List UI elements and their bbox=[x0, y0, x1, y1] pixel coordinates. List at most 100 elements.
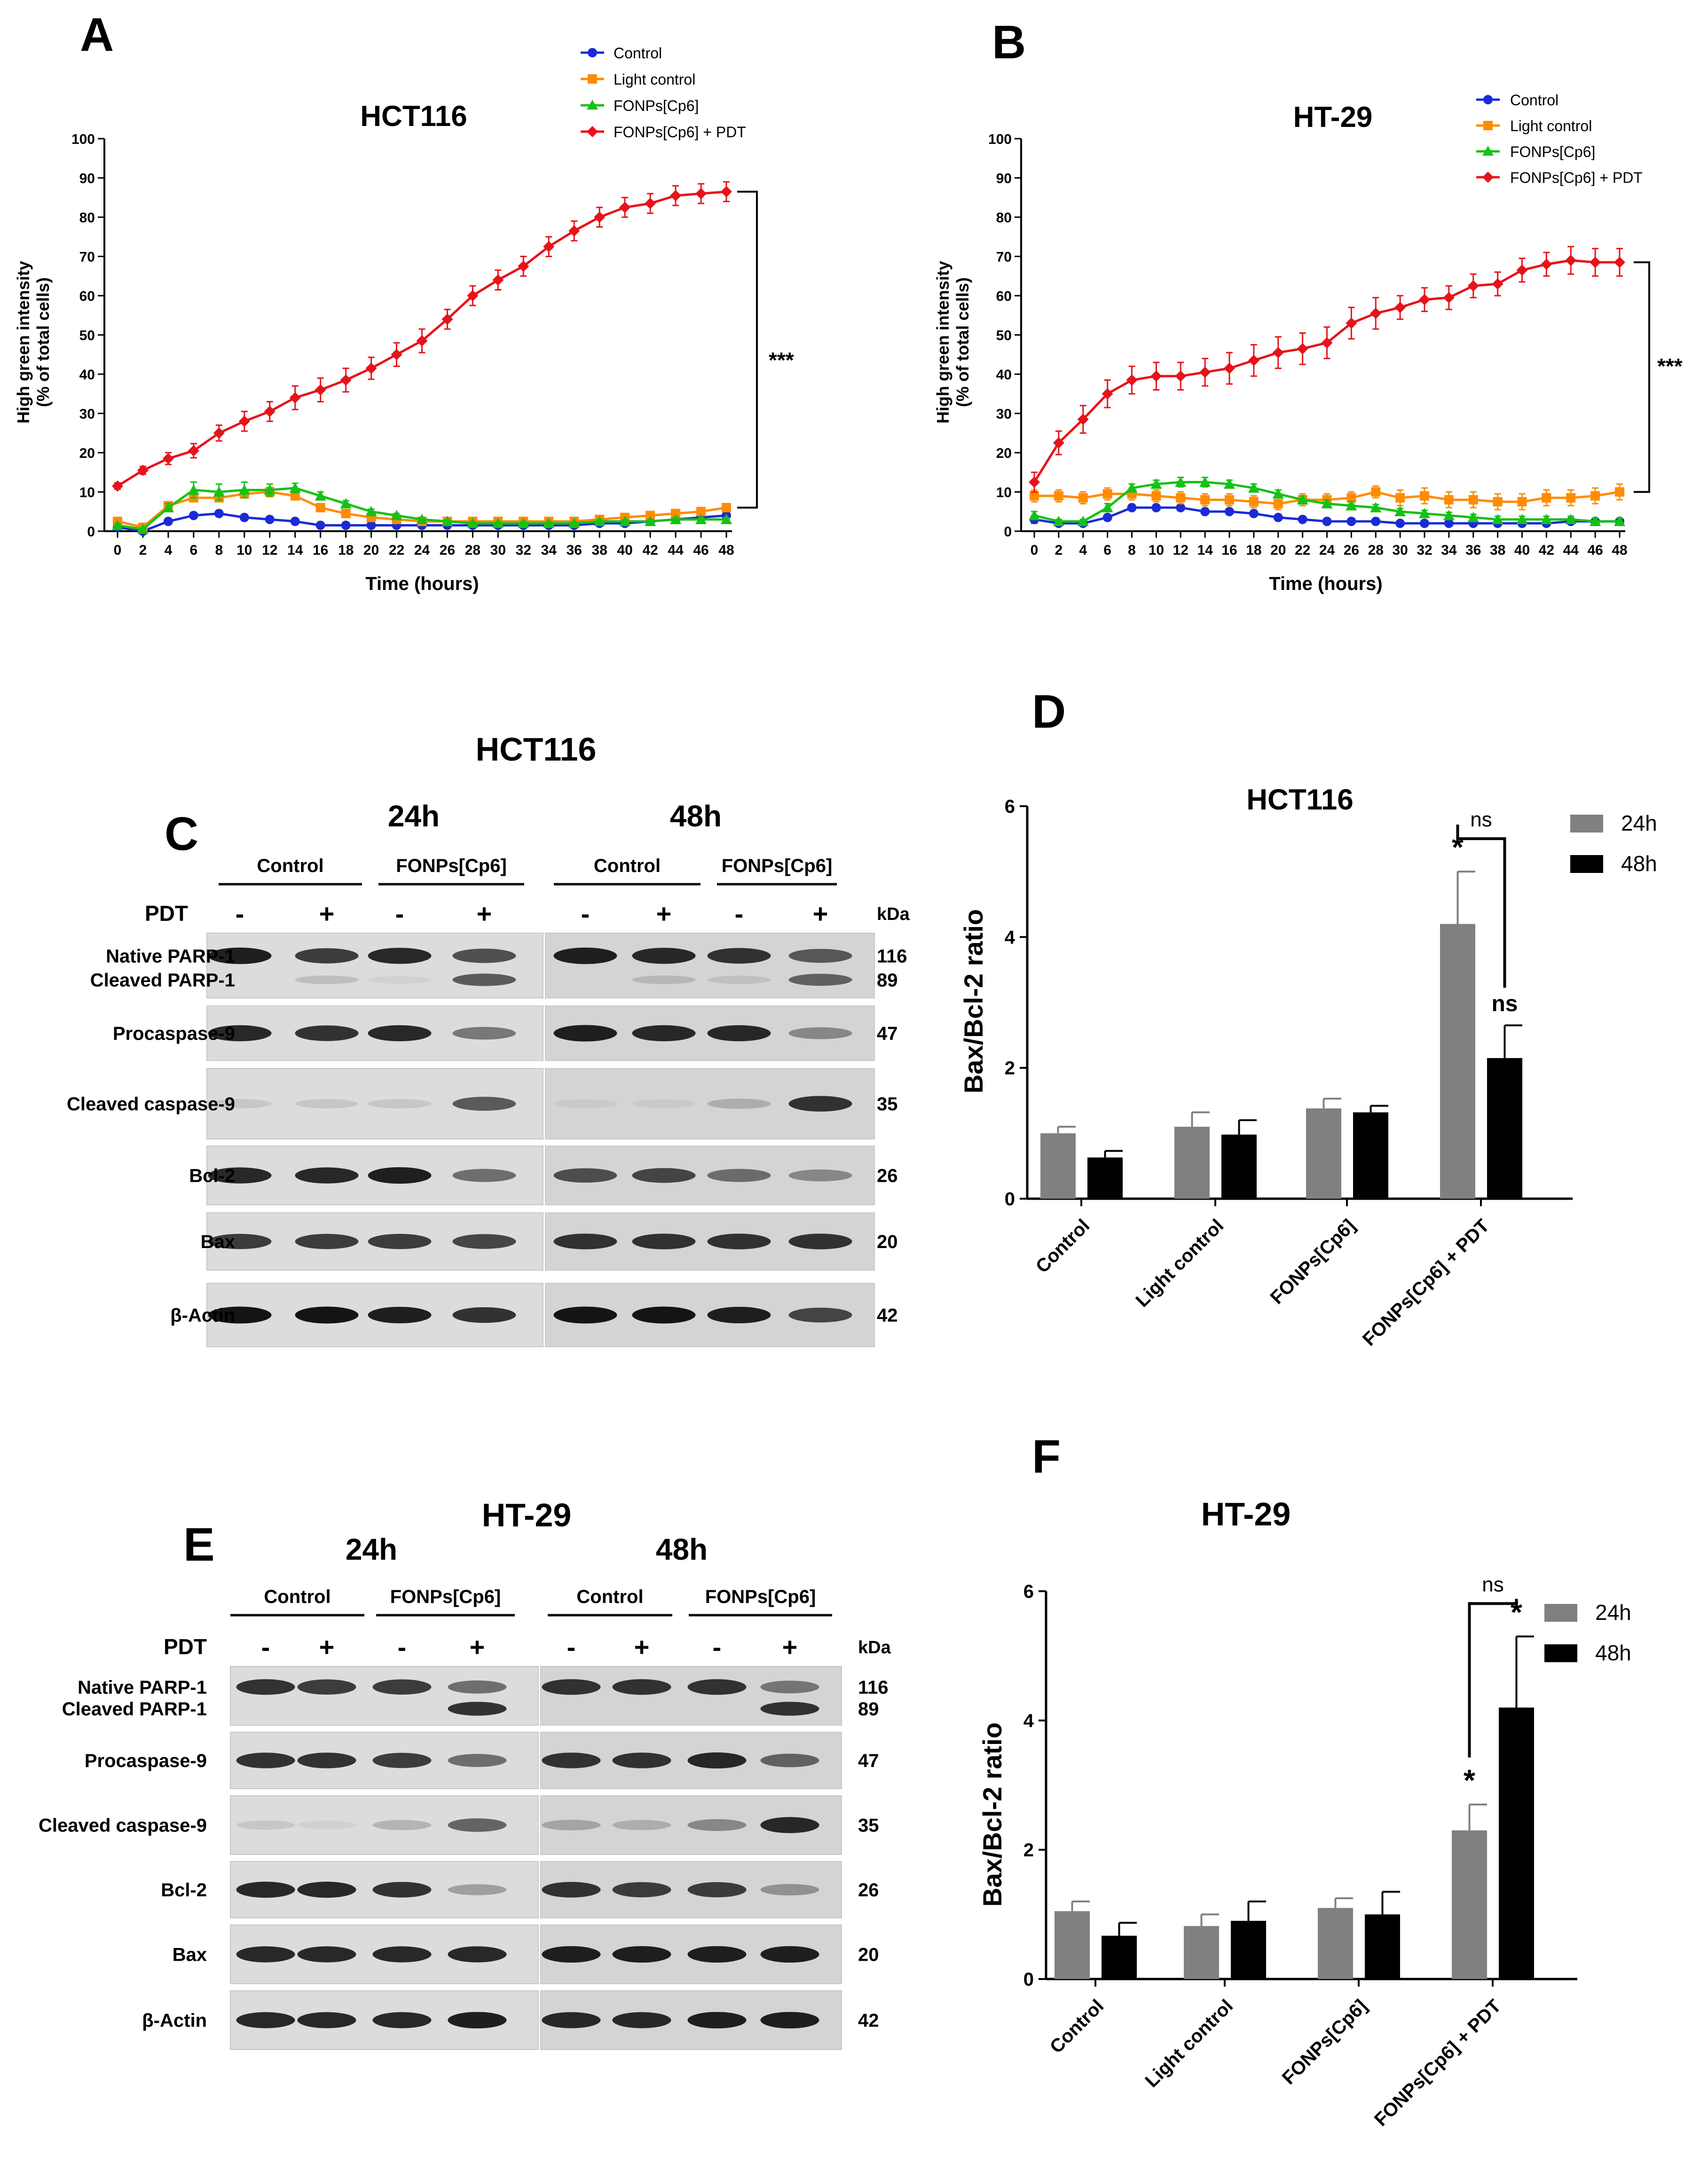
group-label: Control bbox=[594, 856, 661, 876]
band bbox=[236, 1946, 295, 1963]
molecular-weight: 42 bbox=[858, 2011, 879, 2031]
band bbox=[707, 1306, 771, 1324]
data-point bbox=[213, 427, 225, 439]
bar-24h bbox=[1184, 1926, 1219, 1979]
legend-swatch-24h bbox=[1544, 1604, 1577, 1622]
data-point bbox=[1248, 354, 1259, 366]
x-tick-label: 24 bbox=[1319, 542, 1335, 558]
molecular-weight: 20 bbox=[877, 1232, 898, 1252]
data-point bbox=[619, 202, 631, 213]
band bbox=[612, 1752, 671, 1768]
pdt-sign: + bbox=[634, 1632, 650, 1662]
significance-bracket-label: ns bbox=[1482, 1573, 1503, 1596]
data-point bbox=[137, 464, 149, 476]
data-point bbox=[162, 502, 174, 512]
band bbox=[760, 1753, 819, 1767]
significance-bracket bbox=[1456, 825, 1506, 988]
band bbox=[372, 1882, 432, 1898]
data-point bbox=[1346, 517, 1356, 526]
molecular-weight: 42 bbox=[877, 1305, 898, 1326]
legend-fonps-pdt: FONPs[Cp6] + PDT bbox=[614, 124, 746, 141]
data-point bbox=[239, 512, 249, 522]
pdt-label: PDT bbox=[145, 901, 188, 926]
data-point bbox=[1200, 495, 1210, 505]
bar-24h bbox=[1055, 1911, 1090, 1979]
pdt-sign: - bbox=[398, 1632, 407, 1662]
data-point bbox=[518, 518, 529, 528]
data-point bbox=[163, 517, 173, 526]
data-point bbox=[1346, 493, 1356, 503]
x-tick-label: 36 bbox=[1465, 542, 1481, 558]
y-tick-label: 0 bbox=[1005, 1189, 1015, 1210]
x-tick-label: 44 bbox=[668, 542, 684, 558]
y-tick-label: 100 bbox=[71, 132, 95, 147]
legend-24h: 24h bbox=[1595, 1600, 1631, 1625]
band bbox=[448, 2011, 507, 2029]
band bbox=[760, 1681, 819, 1694]
y-tick-label: 30 bbox=[996, 407, 1012, 422]
timepoint-label: 24h bbox=[346, 1532, 397, 1566]
significance-48h: ns bbox=[1491, 991, 1518, 1016]
y-tick-label: 90 bbox=[79, 171, 95, 187]
pdt-sign: + bbox=[319, 1632, 335, 1662]
band bbox=[553, 1099, 617, 1108]
band bbox=[687, 2011, 747, 2029]
panel-letter-c: C bbox=[165, 808, 198, 860]
x-tick-label: Light control bbox=[1141, 1995, 1237, 2091]
bar-24h bbox=[1440, 924, 1475, 1199]
data-point bbox=[265, 514, 275, 524]
data-point bbox=[1054, 491, 1063, 501]
molecular-weight: 47 bbox=[877, 1023, 898, 1044]
band bbox=[236, 1820, 295, 1830]
y-axis-label-2: (% of total cells) bbox=[33, 277, 53, 407]
row-label: Bcl-2 bbox=[161, 1880, 207, 1901]
group-label: FONPs[Cp6] bbox=[390, 1587, 501, 1607]
legend-light-control: Light control bbox=[1510, 118, 1592, 134]
data-point bbox=[695, 188, 707, 199]
y-tick-label: 0 bbox=[87, 524, 95, 540]
band bbox=[788, 1096, 852, 1112]
data-point bbox=[645, 516, 656, 526]
significance-bracket bbox=[1634, 261, 1650, 493]
data-point bbox=[1371, 517, 1381, 526]
error-bar bbox=[1334, 1897, 1353, 1908]
error-bar bbox=[1057, 1125, 1076, 1133]
significance-label: *** bbox=[1657, 354, 1683, 378]
data-point bbox=[1248, 482, 1259, 493]
molecular-weight: 35 bbox=[877, 1094, 898, 1115]
band bbox=[452, 1234, 516, 1249]
data-point bbox=[1102, 489, 1112, 499]
x-tick-label: 24 bbox=[414, 542, 430, 558]
data-point bbox=[1199, 366, 1211, 378]
x-tick-label: 30 bbox=[1392, 542, 1408, 558]
data-point bbox=[1225, 495, 1234, 505]
x-axis-label: Time (hours) bbox=[1269, 573, 1383, 594]
data-point bbox=[1077, 414, 1089, 425]
blot-background bbox=[230, 1666, 539, 1726]
y-tick-label: 80 bbox=[79, 210, 95, 226]
data-point bbox=[112, 480, 123, 492]
data-point bbox=[1297, 494, 1308, 505]
y-tick-label: 0 bbox=[1004, 524, 1012, 540]
band bbox=[612, 1679, 671, 1695]
x-tick-label: 34 bbox=[541, 542, 557, 558]
data-point bbox=[441, 314, 453, 325]
data-point bbox=[238, 484, 250, 495]
data-point bbox=[1395, 518, 1405, 528]
molecular-weight: 35 bbox=[858, 1815, 879, 1836]
data-point bbox=[1468, 495, 1478, 505]
group-label: Control bbox=[257, 856, 323, 876]
legend-fonps: FONPs[Cp6] bbox=[1510, 143, 1595, 160]
x-tick-label: 26 bbox=[1344, 542, 1359, 558]
band-cleaved bbox=[760, 1702, 819, 1716]
data-point bbox=[416, 513, 428, 524]
band bbox=[452, 949, 516, 963]
y-tick-label: 2 bbox=[1023, 1840, 1034, 1861]
pdt-sign: - bbox=[581, 899, 590, 928]
x-tick-label: Control bbox=[1046, 1995, 1108, 2058]
x-tick-label: 36 bbox=[567, 542, 582, 558]
data-point bbox=[188, 484, 199, 495]
data-point bbox=[1420, 491, 1429, 501]
legend-swatch-48h bbox=[1544, 1644, 1577, 1662]
data-point bbox=[290, 517, 300, 526]
